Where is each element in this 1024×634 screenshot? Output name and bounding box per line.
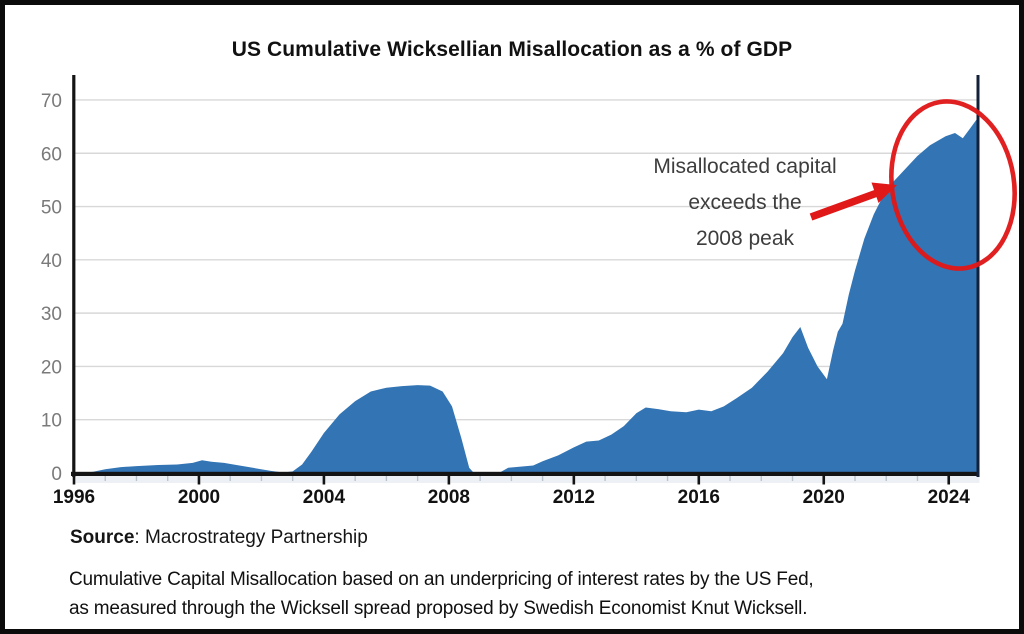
x-axis-line (71, 471, 980, 476)
x-tick-label: 2000 (178, 487, 220, 508)
x-tick-label: 2024 (928, 487, 971, 508)
y-tick-label: 30 (41, 304, 62, 325)
axis-tick-labels: 0 10 20 30 40 50 60 70 1996 2000 2004 2008 2012 2016 2… (41, 91, 970, 508)
area-path (74, 117, 979, 473)
annotation-line: exceeds the (688, 191, 802, 214)
caption-line: as measured through the Wicksell spread … (69, 597, 808, 619)
x-tick-label: 2016 (678, 487, 720, 508)
source-label: Source (70, 527, 135, 548)
x-tick-label: 2020 (803, 487, 845, 508)
axis-substrip (74, 476, 980, 483)
y-tick-label: 70 (41, 91, 62, 112)
annotation-line: 2008 peak (695, 227, 795, 250)
y-tick-label: 40 (41, 251, 62, 272)
source-line: Source: Macrostrategy Partnership (70, 527, 368, 549)
x-tick-label: 1996 (53, 487, 95, 508)
axis-ticks (72, 476, 951, 485)
y-tick-label: 50 (41, 198, 62, 219)
y-tick-label: 10 (41, 411, 62, 432)
annotation-text: Misallocated capital exceeds the 2008 pe… (593, 149, 897, 257)
x-tick-label: 2008 (428, 487, 470, 508)
caption-line: Cumulative Capital Misallocation based o… (69, 569, 814, 590)
area-series (74, 117, 979, 473)
source-text: : Macrostrategy Partnership (134, 527, 368, 548)
chart-title: US Cumulative Wicksellian Misallocation … (231, 38, 793, 61)
x-tick-label: 2012 (553, 487, 595, 508)
axis-substrip-rect (74, 476, 980, 483)
right-spine (976, 75, 980, 477)
area-chart: 0 10 20 30 40 50 60 70 1996 2000 2004 2008 2012 2016 2… (41, 75, 1017, 508)
red-arrow-icon (809, 182, 897, 221)
y-axis-spine (72, 75, 76, 477)
caption: Cumulative Capital Misallocation based o… (69, 566, 999, 623)
red-circle-annotation-icon (889, 99, 1017, 271)
y-tick-label: 20 (41, 357, 62, 378)
y-tick-label: 60 (41, 144, 62, 165)
y-tick-label: 0 (51, 464, 62, 485)
gridlines (74, 99, 980, 421)
axes (71, 75, 980, 477)
annotation-line: Misallocated capital (653, 155, 837, 178)
x-tick-label: 2004 (303, 487, 346, 508)
